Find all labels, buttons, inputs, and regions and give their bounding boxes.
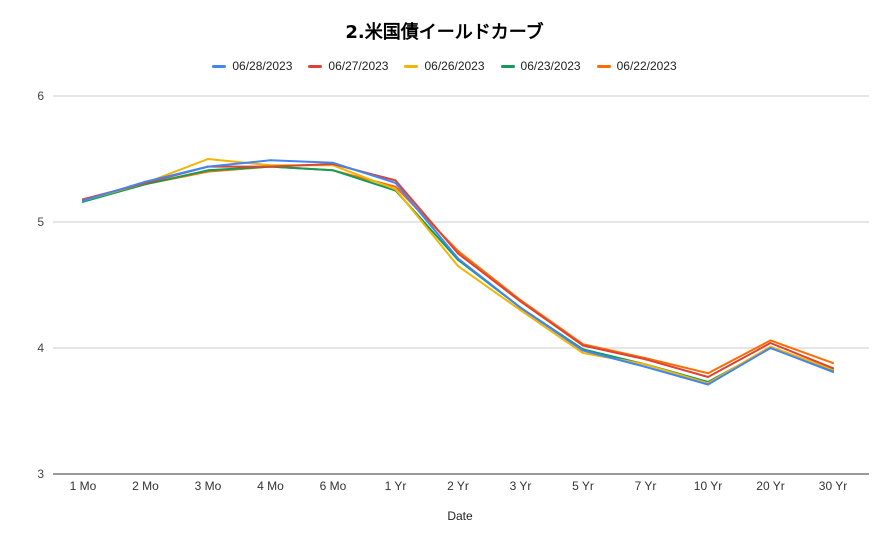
data-point — [769, 341, 772, 344]
data-point — [332, 161, 334, 164]
data-point — [394, 179, 397, 182]
data-point — [207, 169, 209, 172]
x-tick-label: 4 Mo — [257, 479, 284, 493]
data-point — [207, 158, 209, 160]
x-tick-label: 10 Yr — [694, 479, 722, 493]
data-point — [582, 349, 584, 352]
legend-item: 06/23/2023 — [500, 59, 581, 73]
y-tick-label: 5 — [37, 215, 44, 229]
data-point — [457, 257, 459, 260]
legend-item: 06/28/2023 — [212, 59, 292, 73]
x-tick-label: 3 Mo — [195, 479, 222, 493]
y-tick-label: 4 — [37, 341, 44, 355]
data-point — [207, 165, 209, 168]
data-point — [457, 252, 459, 255]
data-point — [832, 362, 834, 365]
x-tick-label: 2 Mo — [132, 479, 159, 493]
data-point — [519, 300, 522, 303]
data-point — [269, 165, 272, 168]
data-point — [582, 352, 584, 355]
y-tick-label: 6 — [37, 89, 44, 103]
legend-label: 06/22/2023 — [616, 59, 677, 73]
data-point — [457, 265, 459, 268]
data-point — [519, 306, 522, 309]
x-tick-label: 20 Yr — [756, 479, 784, 493]
legend-item: 06/26/2023 — [404, 59, 485, 73]
legend-swatch — [596, 64, 611, 68]
series-line-4 — [82, 165, 834, 375]
data-point — [707, 383, 709, 386]
series-line-0 — [82, 159, 834, 386]
chart-title: 2.米国債イールドカーブ — [345, 22, 544, 43]
data-point — [269, 159, 272, 162]
x-tick-label: 6 Mo — [320, 479, 347, 493]
legend-swatch — [308, 64, 323, 68]
x-axis-title: Date — [447, 509, 473, 523]
data-point — [332, 169, 334, 172]
data-point — [644, 365, 647, 368]
data-point — [707, 375, 709, 378]
x-tick-label: 3 Yr — [510, 479, 532, 493]
x-tick-label: 2 Yr — [447, 479, 469, 493]
series-line-1 — [82, 163, 834, 378]
chart-legend: 06/28/2023 06/27/2023 06/26/2023 06/23/2023… — [0, 59, 889, 73]
data-point — [144, 180, 147, 183]
x-tick-label: 5 Yr — [572, 479, 594, 493]
data-point — [832, 367, 834, 370]
legend-swatch — [404, 64, 419, 68]
x-tick-label: 30 Yr — [819, 479, 847, 493]
data-point — [519, 309, 522, 312]
series-line-2 — [82, 158, 834, 385]
y-tick-label: 3 — [37, 467, 44, 481]
legend-swatch — [500, 64, 515, 68]
legend-item: 06/27/2023 — [308, 59, 388, 73]
data-point — [769, 339, 772, 342]
legend-label: 06/27/2023 — [328, 59, 389, 73]
legend-swatch — [212, 64, 227, 68]
x-tick-label: 1 Mo — [70, 479, 97, 493]
data-point — [644, 358, 647, 361]
data-point — [582, 344, 584, 347]
x-tick-label: 7 Yr — [635, 479, 657, 493]
series-line-3 — [82, 165, 834, 383]
legend-label: 06/26/2023 — [424, 59, 485, 73]
data-point — [82, 199, 84, 202]
x-tick-label: 1 Yr — [385, 479, 407, 493]
legend-label: 06/23/2023 — [520, 59, 581, 73]
data-point — [394, 185, 397, 188]
data-point — [394, 181, 397, 184]
legend-label: 06/28/2023 — [232, 59, 293, 73]
data-point — [832, 370, 834, 373]
legend-item: 06/22/2023 — [596, 59, 677, 73]
data-point — [707, 372, 709, 375]
data-point — [769, 347, 772, 349]
data-point — [644, 363, 647, 366]
data-point — [394, 188, 397, 191]
